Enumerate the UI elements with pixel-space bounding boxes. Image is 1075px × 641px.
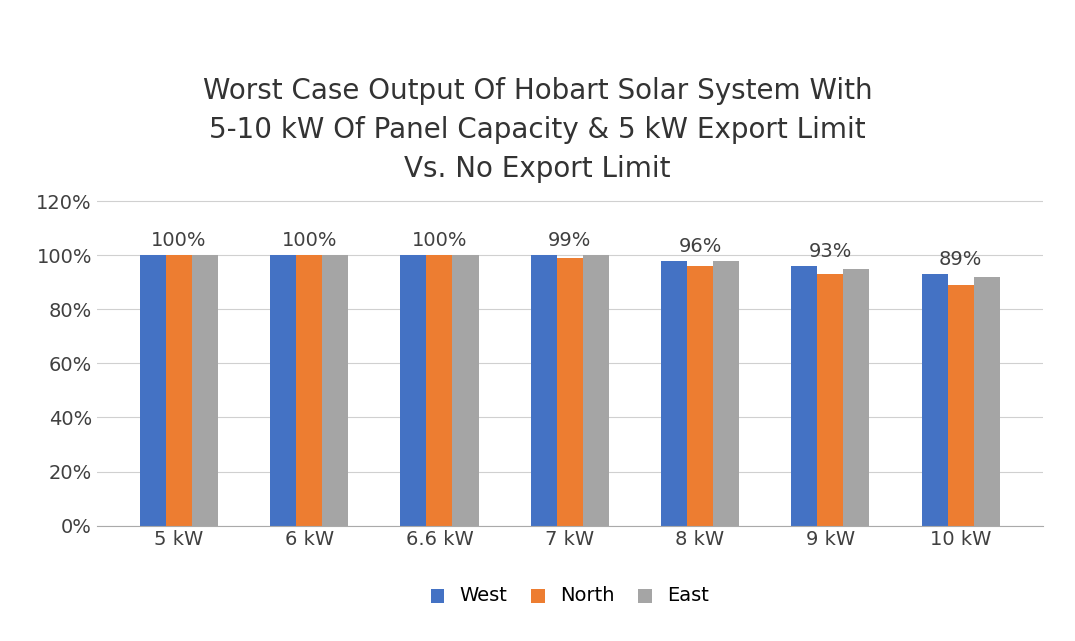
Bar	[974, 277, 1000, 526]
Bar	[400, 255, 427, 526]
Bar	[453, 255, 478, 526]
Bar	[531, 255, 557, 526]
Bar	[191, 255, 218, 526]
Bar	[322, 255, 348, 526]
Bar	[921, 274, 948, 526]
Bar	[296, 255, 322, 526]
Text: 100%: 100%	[152, 231, 206, 251]
Bar	[427, 255, 453, 526]
Text: Worst Case Output Of Hobart Solar System With
5-10 kW Of Panel Capacity & 5 kW E: Worst Case Output Of Hobart Solar System…	[203, 77, 872, 183]
Bar	[140, 255, 166, 526]
Bar	[948, 285, 974, 526]
Text: 93%: 93%	[808, 242, 852, 261]
Text: 89%: 89%	[938, 250, 983, 269]
Bar	[557, 258, 583, 526]
Bar	[687, 266, 713, 526]
Bar	[270, 255, 296, 526]
Text: 100%: 100%	[412, 231, 468, 251]
Bar	[166, 255, 191, 526]
Text: 96%: 96%	[678, 237, 721, 256]
Bar	[713, 261, 740, 526]
Legend: West, North, East: West, North, East	[422, 578, 717, 613]
Text: 99%: 99%	[548, 231, 591, 251]
Bar	[583, 255, 608, 526]
Bar	[661, 261, 687, 526]
Bar	[817, 274, 844, 526]
Text: 100%: 100%	[282, 231, 336, 251]
Bar	[844, 269, 870, 526]
Bar	[791, 266, 817, 526]
